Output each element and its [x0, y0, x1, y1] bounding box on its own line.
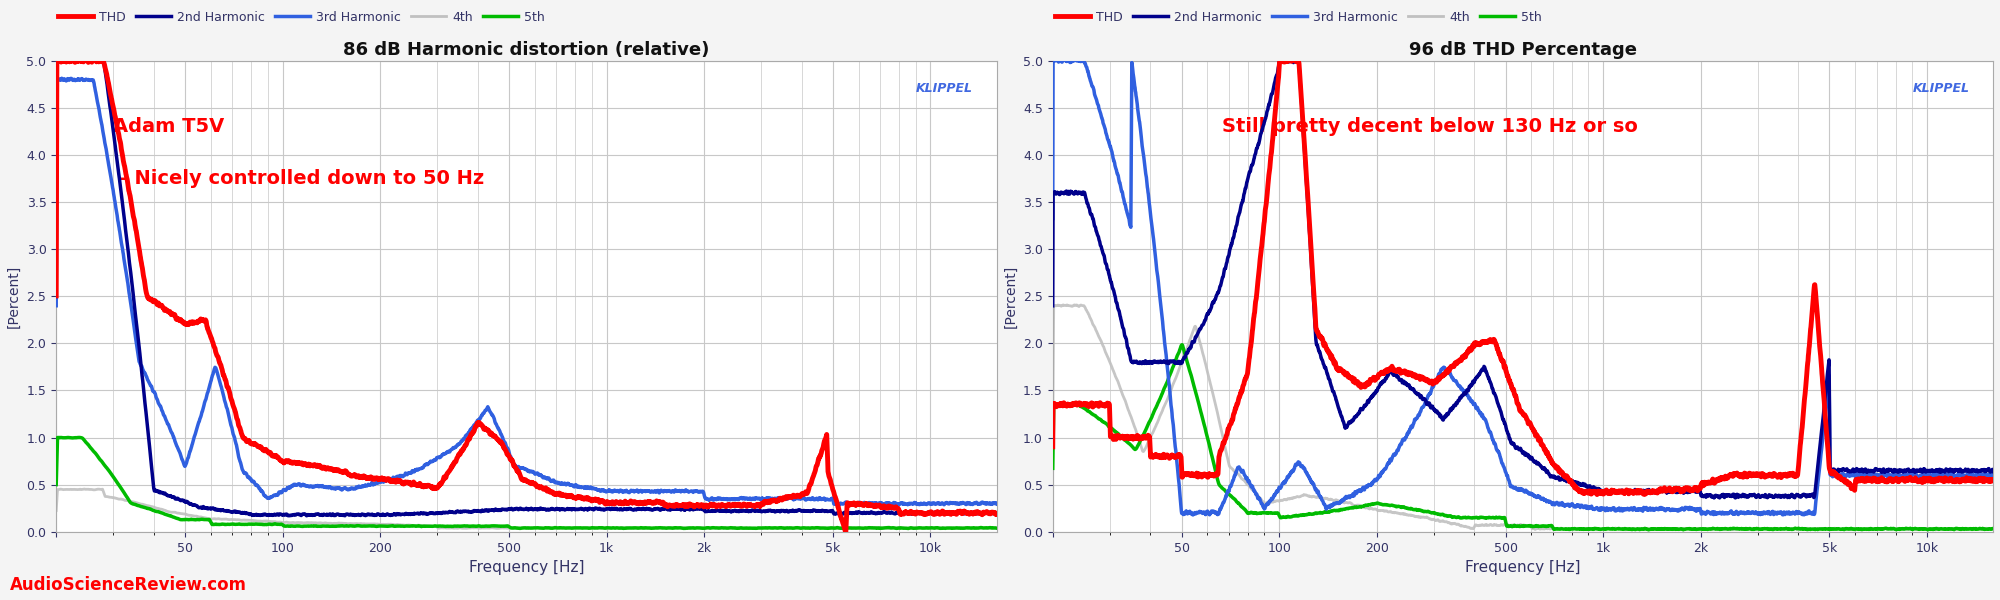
- Title: 96 dB THD Percentage: 96 dB THD Percentage: [1408, 41, 1636, 59]
- X-axis label: Frequency [Hz]: Frequency [Hz]: [1466, 560, 1580, 575]
- Text: KLIPPEL: KLIPPEL: [916, 82, 974, 95]
- Text: AudioScienceReview.com: AudioScienceReview.com: [10, 576, 248, 594]
- Text: Still pretty decent below 130 Hz or so: Still pretty decent below 130 Hz or so: [1222, 117, 1638, 136]
- Legend: THD, 2nd Harmonic, 3rd Harmonic, 4th, 5th: THD, 2nd Harmonic, 3rd Harmonic, 4th, 5t…: [54, 6, 550, 29]
- Y-axis label: [Percent]: [Percent]: [1004, 265, 1018, 328]
- Text: KLIPPEL: KLIPPEL: [1912, 82, 1970, 95]
- Text: Adam T5V: Adam T5V: [112, 117, 224, 136]
- Legend: THD, 2nd Harmonic, 3rd Harmonic, 4th, 5th: THD, 2nd Harmonic, 3rd Harmonic, 4th, 5t…: [1050, 6, 1546, 29]
- X-axis label: Frequency [Hz]: Frequency [Hz]: [468, 560, 584, 575]
- Text: - Nicely controlled down to 50 Hz: - Nicely controlled down to 50 Hz: [112, 169, 484, 188]
- Title: 86 dB Harmonic distortion (relative): 86 dB Harmonic distortion (relative): [344, 41, 710, 59]
- Y-axis label: [Percent]: [Percent]: [6, 265, 20, 328]
